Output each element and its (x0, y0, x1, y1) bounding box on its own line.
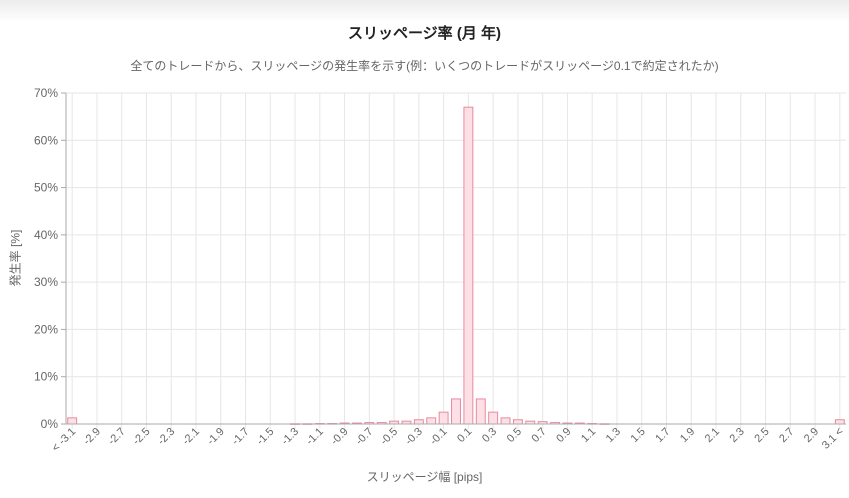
x-tick-label: -0.5 (378, 426, 400, 448)
bar (500, 417, 511, 425)
x-tick-label: 1.5 (629, 426, 648, 445)
bars (67, 106, 845, 425)
x-tick-label: -0.7 (354, 426, 376, 448)
bar (834, 419, 845, 425)
x-tick-label: 2.9 (802, 426, 821, 445)
x-tick-label: -2.9 (81, 426, 103, 448)
x-tick-label: -0.9 (329, 426, 351, 448)
x-tick-label: -1.5 (255, 426, 277, 448)
x-tick-label: 2.5 (752, 426, 771, 445)
bar (475, 398, 486, 425)
x-tick-label: -1.9 (205, 426, 227, 448)
x-tick-label: 1.1 (579, 426, 598, 445)
bar (463, 106, 474, 425)
bar (67, 417, 78, 425)
x-tick-label: 2.7 (777, 426, 796, 445)
x-axis-label: スリッページ幅 [pips] (366, 470, 483, 484)
y-tick-label: 20% (34, 322, 58, 336)
axes (61, 92, 846, 425)
x-tick-label: 2.3 (728, 426, 747, 445)
x-tick-labels: < -3.1 -2.9 -2.7 -2.5 -2.3 -2.1 -1.9 -1.7 -1.5 -1… (50, 426, 846, 455)
y-tick-labels: 0% 10% 20% 30% 40% 50% 60% 70% (34, 86, 58, 431)
x-tick-label: -1.3 (279, 426, 301, 448)
bar (512, 419, 523, 425)
header-shade (0, 0, 849, 22)
bar (488, 411, 499, 425)
bar (451, 398, 461, 425)
bar (413, 419, 424, 425)
chart-title: スリッページ率 (月 年) (347, 25, 502, 42)
x-tick-label: 0.5 (505, 426, 524, 445)
x-tick-label: 1.7 (653, 426, 672, 445)
x-tick-label: -2.1 (180, 426, 202, 448)
x-tick-label: 1.3 (604, 426, 623, 445)
x-tick-label: -2.3 (155, 426, 177, 448)
bar (426, 417, 437, 425)
y-tick-label: 60% (34, 133, 58, 147)
y-tick-label: 30% (34, 275, 58, 289)
x-tick-label: -1.1 (304, 426, 326, 448)
x-tick-label: -0.1 (428, 426, 450, 448)
x-tick-label: 0.7 (529, 426, 548, 445)
y-tick-label: 10% (34, 370, 58, 384)
x-tick-label: 3.1 < (820, 426, 846, 452)
x-tick-label: 0.3 (480, 426, 499, 445)
grid-lines (66, 92, 846, 429)
x-tick-label: 0.1 (455, 426, 474, 445)
y-tick-label: 0% (41, 417, 59, 431)
x-tick-label: -2.7 (106, 426, 128, 448)
y-tick-label: 70% (34, 86, 58, 100)
y-tick-label: 50% (34, 181, 58, 195)
x-tick-label: 0.9 (554, 426, 573, 445)
x-tick-label: 2.1 (703, 426, 722, 445)
chart-subtitle: 全てのトレードから、スリッページの発生率を示す(例：いくつのトレードがスリッペー… (130, 59, 719, 73)
x-tick-label: -2.5 (131, 426, 153, 448)
x-tick-label: 1.9 (678, 426, 697, 445)
x-tick-label: -0.3 (403, 426, 425, 448)
x-tick-label: -1.7 (230, 426, 252, 448)
y-tick-label: 40% (34, 228, 58, 242)
bar (438, 411, 449, 425)
